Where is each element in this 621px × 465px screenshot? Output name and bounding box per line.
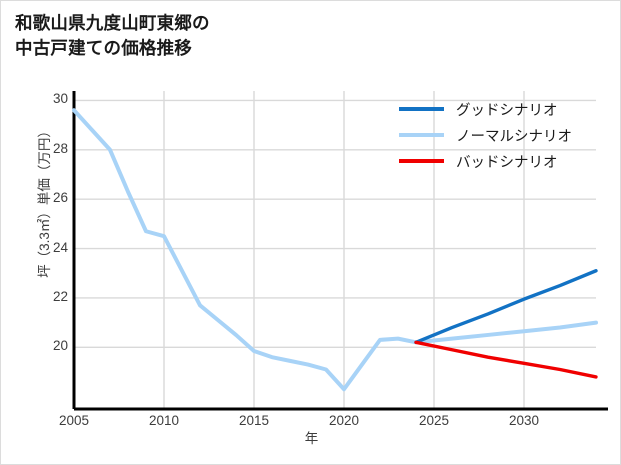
series-line-good	[414, 269, 598, 345]
x-tick-label: 2025	[418, 413, 450, 428]
x-tick-label: 2020	[328, 413, 360, 428]
x-tick-label: 2030	[508, 413, 540, 428]
y-tick-label: 20	[52, 338, 68, 354]
legend-label-normal: ノーマルシナリオ	[456, 128, 572, 145]
legend-label-bad: バッドシナリオ	[456, 154, 558, 171]
legend-item-normal[interactable]: ノーマルシナリオ	[399, 122, 609, 148]
x-tick-label: 2015	[238, 413, 270, 428]
y-tick-label: 28	[52, 140, 68, 156]
legend-item-bad[interactable]: バッドシナリオ	[399, 148, 609, 174]
axis-lines	[72, 91, 608, 411]
chart-legend: グッドシナリオ ノーマルシナリオ バッドシナリオ	[399, 96, 609, 174]
y-tick-label: 22	[52, 288, 68, 304]
page-title: 和歌山県九度山町東郷の 中古戸建ての価格推移	[15, 13, 210, 59]
legend-swatch-normal	[399, 133, 444, 137]
y-tick-label: 26	[52, 190, 68, 206]
series-lines	[72, 108, 598, 392]
x-tick-label: 2010	[148, 413, 180, 428]
x-axis-label: 年	[304, 431, 319, 446]
legend-label-good: グッドシナリオ	[456, 102, 558, 119]
legend-swatch-good	[399, 107, 444, 111]
legend-swatch-bad	[399, 159, 444, 163]
y-tick-label: 24	[52, 239, 68, 255]
series-line-bad	[414, 340, 598, 379]
series-line-normal	[72, 108, 598, 392]
y-tick-label: 30	[52, 91, 68, 107]
legend-item-good[interactable]: グッドシナリオ	[399, 96, 609, 122]
x-tick-label: 2005	[58, 413, 90, 428]
